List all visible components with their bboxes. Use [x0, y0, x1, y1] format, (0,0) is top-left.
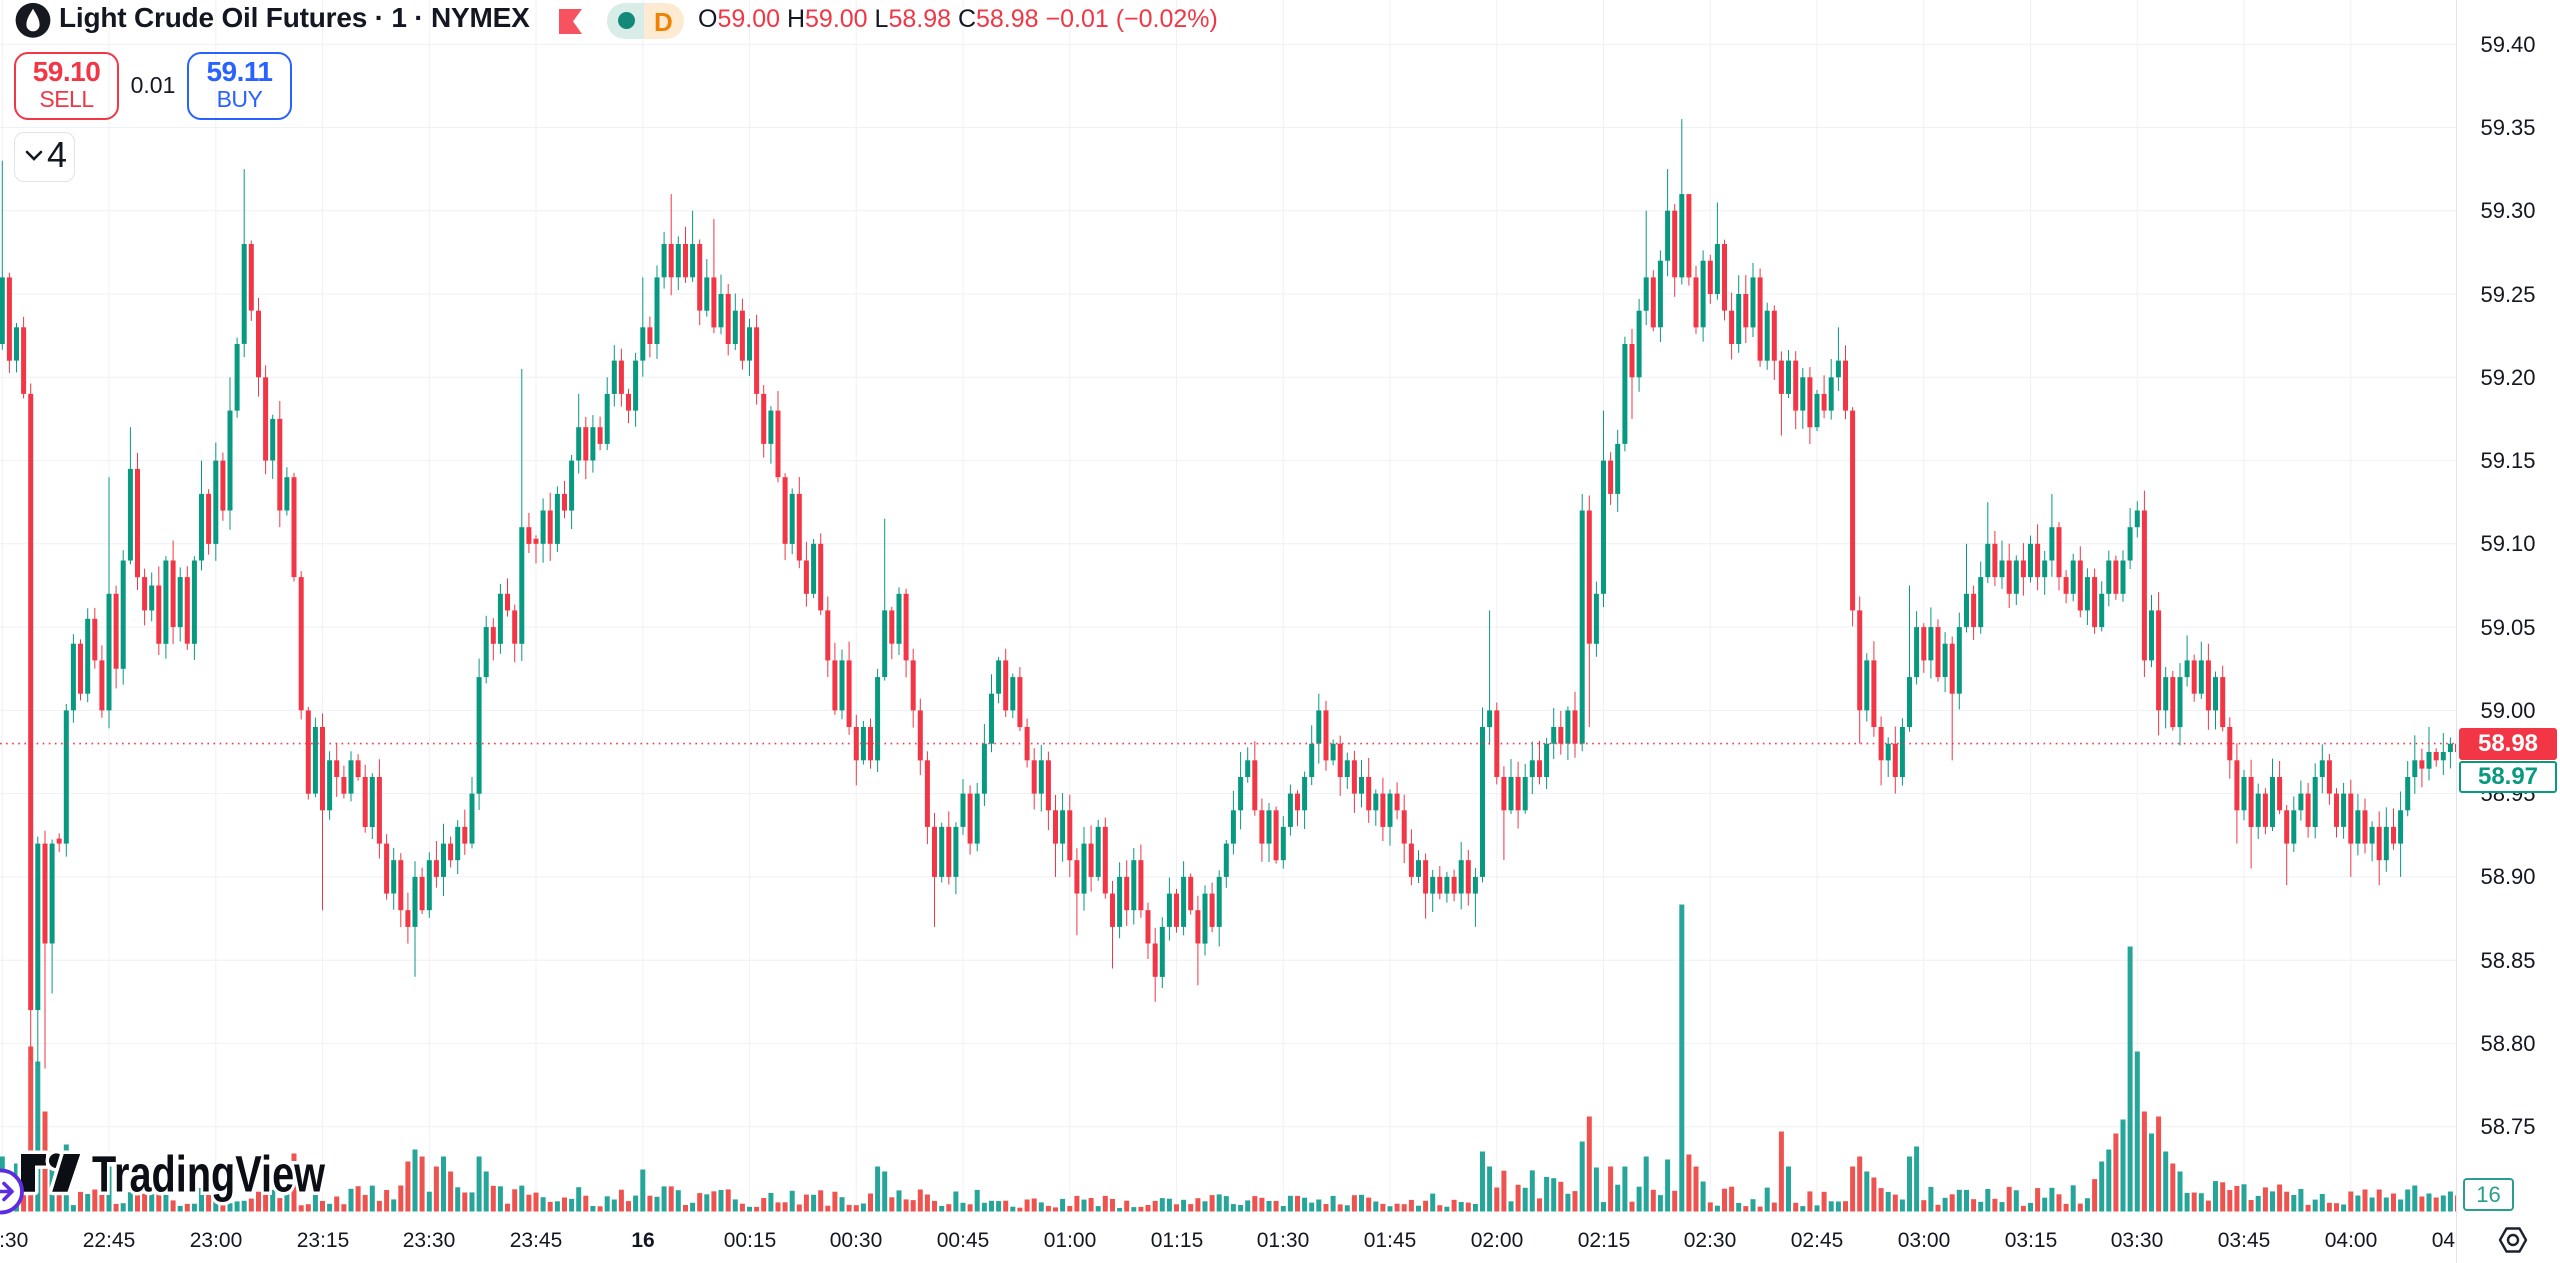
- svg-text:58.85: 58.85: [2480, 948, 2535, 973]
- svg-text:59.20: 59.20: [2480, 365, 2535, 390]
- svg-text:59.10: 59.10: [2480, 531, 2535, 556]
- svg-text:58.90: 58.90: [2480, 864, 2535, 889]
- svg-text:00:30: 00:30: [830, 1229, 883, 1252]
- svg-text:59.05: 59.05: [2480, 615, 2535, 640]
- svg-text:59.30: 59.30: [2480, 198, 2535, 223]
- svg-text:02:45: 02:45: [1791, 1229, 1844, 1252]
- svg-text:03:15: 03:15: [2005, 1229, 2058, 1252]
- svg-text:00:45: 00:45: [937, 1229, 990, 1252]
- svg-text:01:15: 01:15: [1151, 1229, 1204, 1252]
- svg-text:23:00: 23:00: [190, 1229, 243, 1252]
- svg-text:03:30: 03:30: [2111, 1229, 2164, 1252]
- svg-text:03:00: 03:00: [1898, 1229, 1951, 1252]
- svg-text:23:45: 23:45: [510, 1229, 563, 1252]
- svg-text:58.75: 58.75: [2480, 1114, 2535, 1139]
- svg-text:58.80: 58.80: [2480, 1031, 2535, 1056]
- svg-text:16: 16: [631, 1229, 654, 1252]
- svg-text:04:15: 04:15: [2432, 1229, 2485, 1252]
- svg-text:02:30: 02:30: [1684, 1229, 1737, 1252]
- svg-text:04:00: 04:00: [2325, 1229, 2378, 1252]
- svg-text:01:00: 01:00: [1044, 1229, 1097, 1252]
- svg-text:59.15: 59.15: [2480, 448, 2535, 473]
- svg-text:59.25: 59.25: [2480, 282, 2535, 307]
- svg-text:23:15: 23:15: [297, 1229, 350, 1252]
- svg-text:59.35: 59.35: [2480, 115, 2535, 140]
- svg-text:01:30: 01:30: [1257, 1229, 1310, 1252]
- svg-text:02:00: 02:00: [1471, 1229, 1524, 1252]
- svg-text:23:30: 23:30: [403, 1229, 456, 1252]
- svg-text:22:30: 22:30: [0, 1229, 28, 1252]
- svg-text:59.00: 59.00: [2480, 698, 2535, 723]
- svg-text:01:45: 01:45: [1364, 1229, 1417, 1252]
- svg-text:02:15: 02:15: [1578, 1229, 1631, 1252]
- svg-text:03:45: 03:45: [2218, 1229, 2271, 1252]
- svg-text:00:15: 00:15: [724, 1229, 777, 1252]
- svg-text:22:45: 22:45: [83, 1229, 136, 1252]
- svg-text:TradingView: TradingView: [92, 1146, 325, 1203]
- svg-text:59.40: 59.40: [2480, 32, 2535, 57]
